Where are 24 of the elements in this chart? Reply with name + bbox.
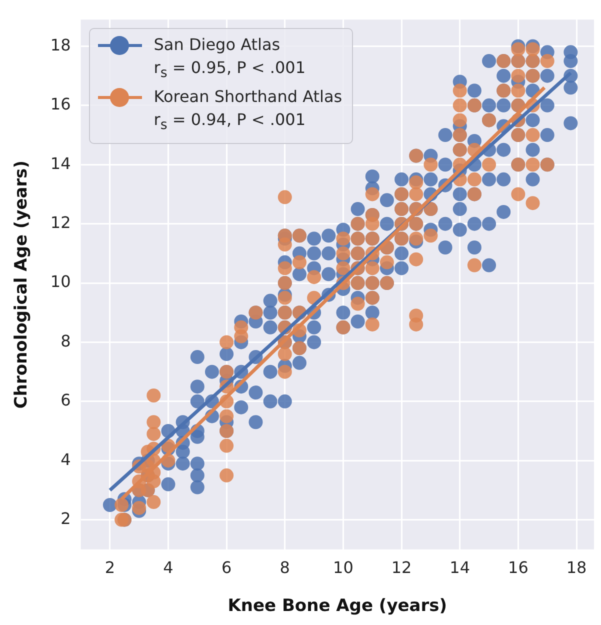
legend-label: San Diego Atlas bbox=[154, 34, 282, 56]
y-axis-title: Chronological Age (years) bbox=[12, 160, 32, 409]
y-tick-label: 6 bbox=[60, 390, 71, 410]
legend-label: Korean Shorthand Atlas bbox=[154, 86, 342, 108]
x-tick-label: 2 bbox=[104, 558, 116, 578]
x-tick-label: 16 bbox=[508, 558, 528, 578]
y-tick-label: 14 bbox=[50, 154, 71, 173]
annotation: r$_{s}$ = 0.95, P < .001 bbox=[154, 56, 306, 83]
annotation: r$_{s}$ = 0.94, P < .001 bbox=[154, 108, 307, 135]
y-tick-label: 2 bbox=[60, 508, 71, 528]
y-tick-label: 12 bbox=[50, 212, 71, 232]
x-tick-label: 10 bbox=[333, 558, 354, 578]
x-tick-label: 14 bbox=[450, 558, 470, 578]
x-axis-title: Knee Bone Age (years) bbox=[228, 596, 448, 616]
y-tick-label: 18 bbox=[50, 35, 71, 54]
x-tick-label: 8 bbox=[280, 558, 290, 578]
x-tick-label: 18 bbox=[566, 558, 587, 578]
x-tick-label: 6 bbox=[221, 558, 232, 578]
x-tick-label: 4 bbox=[163, 558, 174, 578]
x-tick-label: 12 bbox=[391, 558, 412, 578]
y-tick-label: 10 bbox=[50, 272, 71, 292]
y-tick-label: 16 bbox=[50, 94, 71, 114]
y-tick-label: 8 bbox=[60, 331, 71, 350]
y-tick-label: 4 bbox=[60, 450, 71, 469]
